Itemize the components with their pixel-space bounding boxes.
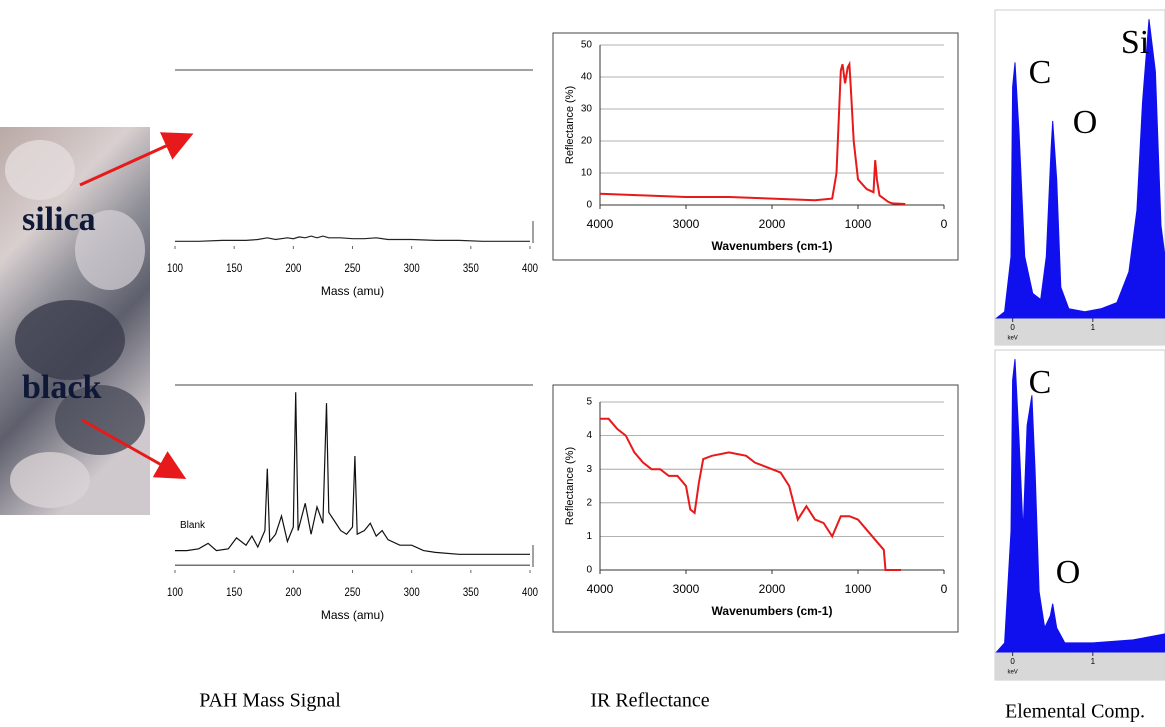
x-tick-label: 4000 xyxy=(587,217,614,231)
x-tick-label: 100 xyxy=(167,262,183,275)
x-tick-label: 150 xyxy=(226,262,242,275)
x-tick-label: 150 xyxy=(226,586,242,599)
x-tick-label: 1 xyxy=(1091,323,1096,332)
x-tick-label: 350 xyxy=(463,262,479,275)
chart-frame xyxy=(552,32,959,261)
y-tick-label: 40 xyxy=(581,72,593,83)
x-tick-label: 1000 xyxy=(845,582,872,596)
x-tick-label: 2000 xyxy=(759,217,786,231)
chart-frame xyxy=(552,384,959,633)
y-tick-label: 0 xyxy=(586,200,592,211)
spectrum-line xyxy=(175,235,530,242)
caption: PAH Mass Signal xyxy=(199,690,341,712)
sample-photo xyxy=(0,127,150,515)
x-tick-label: 300 xyxy=(404,586,420,599)
caption: Elemental Comp. xyxy=(1005,701,1145,723)
x-tick-label: 350 xyxy=(463,586,479,599)
sample-label: black xyxy=(22,369,101,406)
x-axis-label: keV xyxy=(1007,670,1017,676)
x-tick-label: 250 xyxy=(344,262,360,275)
x-axis-label: Wavenumbers (cm-1) xyxy=(712,239,833,253)
x-tick-label: 1000 xyxy=(845,217,872,231)
spectrum-area xyxy=(995,359,1165,653)
y-tick-label: 2 xyxy=(586,497,592,508)
element-label: C xyxy=(1029,364,1052,401)
y-tick-label: 50 xyxy=(581,40,593,51)
y-tick-label: 5 xyxy=(586,397,592,408)
x-tick-label: 0 xyxy=(1010,323,1015,332)
x-tick-label: 200 xyxy=(285,586,301,599)
element-label: O xyxy=(1073,104,1098,141)
x-tick-label: 400 xyxy=(522,586,538,599)
y-tick-label: 1 xyxy=(586,531,592,542)
x-tick-label: 0 xyxy=(941,217,948,231)
x-tick-label: 1 xyxy=(1091,657,1096,666)
x-tick-label: 0 xyxy=(1010,657,1015,666)
y-axis-label: Reflectance (%) xyxy=(564,447,576,525)
x-tick-label: 3000 xyxy=(673,582,700,596)
x-tick-label: 100 xyxy=(167,586,183,599)
x-axis-label: Wavenumbers (cm-1) xyxy=(712,604,833,618)
x-tick-label: 250 xyxy=(344,586,360,599)
sample-label: silica xyxy=(22,201,96,238)
spectrum-line xyxy=(599,60,906,205)
y-axis-label: Reflectance (%) xyxy=(564,86,576,164)
arrow xyxy=(81,418,187,479)
element-label: Si xyxy=(1121,24,1149,61)
x-tick-label: 3000 xyxy=(673,217,700,231)
spectrum-area xyxy=(995,19,1165,319)
y-tick-label: 0 xyxy=(586,565,592,576)
y-tick-label: 20 xyxy=(581,136,593,147)
x-tick-label: 300 xyxy=(404,262,420,275)
x-axis-label: Mass (amu) xyxy=(321,284,384,298)
x-tick-label: 4000 xyxy=(587,582,614,596)
x-axis-label: keV xyxy=(1007,336,1017,342)
axis-band xyxy=(995,652,1165,680)
y-tick-label: 10 xyxy=(581,168,593,179)
y-tick-label: 4 xyxy=(586,430,592,441)
spectrum-line xyxy=(175,392,530,555)
x-tick-label: 200 xyxy=(285,262,301,275)
arrow xyxy=(79,132,194,187)
axis-band xyxy=(995,318,1165,345)
caption: IR Reflectance xyxy=(590,690,709,712)
x-tick-label: 400 xyxy=(522,262,538,275)
x-axis-label: Mass (amu) xyxy=(321,608,384,622)
element-label: O xyxy=(1056,554,1081,591)
series-label: Blank xyxy=(180,520,206,531)
spectrum-line xyxy=(600,417,901,571)
y-tick-label: 30 xyxy=(581,104,593,115)
element-label: C xyxy=(1029,54,1052,91)
y-tick-label: 3 xyxy=(586,464,592,475)
x-tick-label: 2000 xyxy=(759,582,786,596)
x-tick-label: 0 xyxy=(941,582,948,596)
